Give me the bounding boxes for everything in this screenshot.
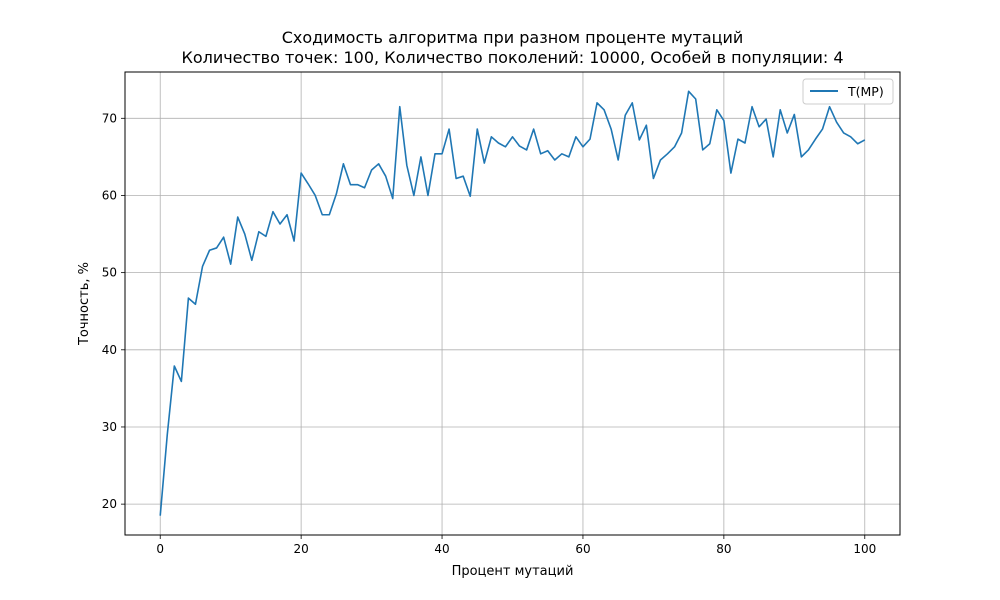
grid [125,72,900,535]
axis-ticks: 0 20 40 60 80 100 20 30 40 50 60 70 [102,111,877,556]
x-tick-label: 60 [575,542,590,556]
y-tick-label: 40 [102,343,117,357]
y-tick-label: 70 [102,111,117,125]
x-tick-label: 40 [434,542,449,556]
y-tick-label: 60 [102,188,117,202]
legend-box [802,78,894,105]
chart-title: Сходимость алгоритма при разном проценте… [282,28,744,47]
x-tick-label: 20 [293,542,308,556]
series-line [159,90,866,516]
plot-frame [124,71,901,536]
y-tick-label: 20 [102,497,117,511]
legend-label: T(MP) [847,84,884,99]
x-tick-label: 80 [716,542,731,556]
x-tick-label: 0 [156,542,164,556]
chart-subtitle: Количество точек: 100, Количество поколе… [181,48,843,67]
series-layer [159,90,866,516]
legend: T(MP) [802,78,894,105]
y-tick-label: 30 [102,420,117,434]
y-axis-label: Точность, % [77,262,92,346]
y-tick-label: 50 [102,266,117,280]
x-tick-label: 100 [853,542,876,556]
x-axis-label: Процент мутаций [452,564,574,579]
